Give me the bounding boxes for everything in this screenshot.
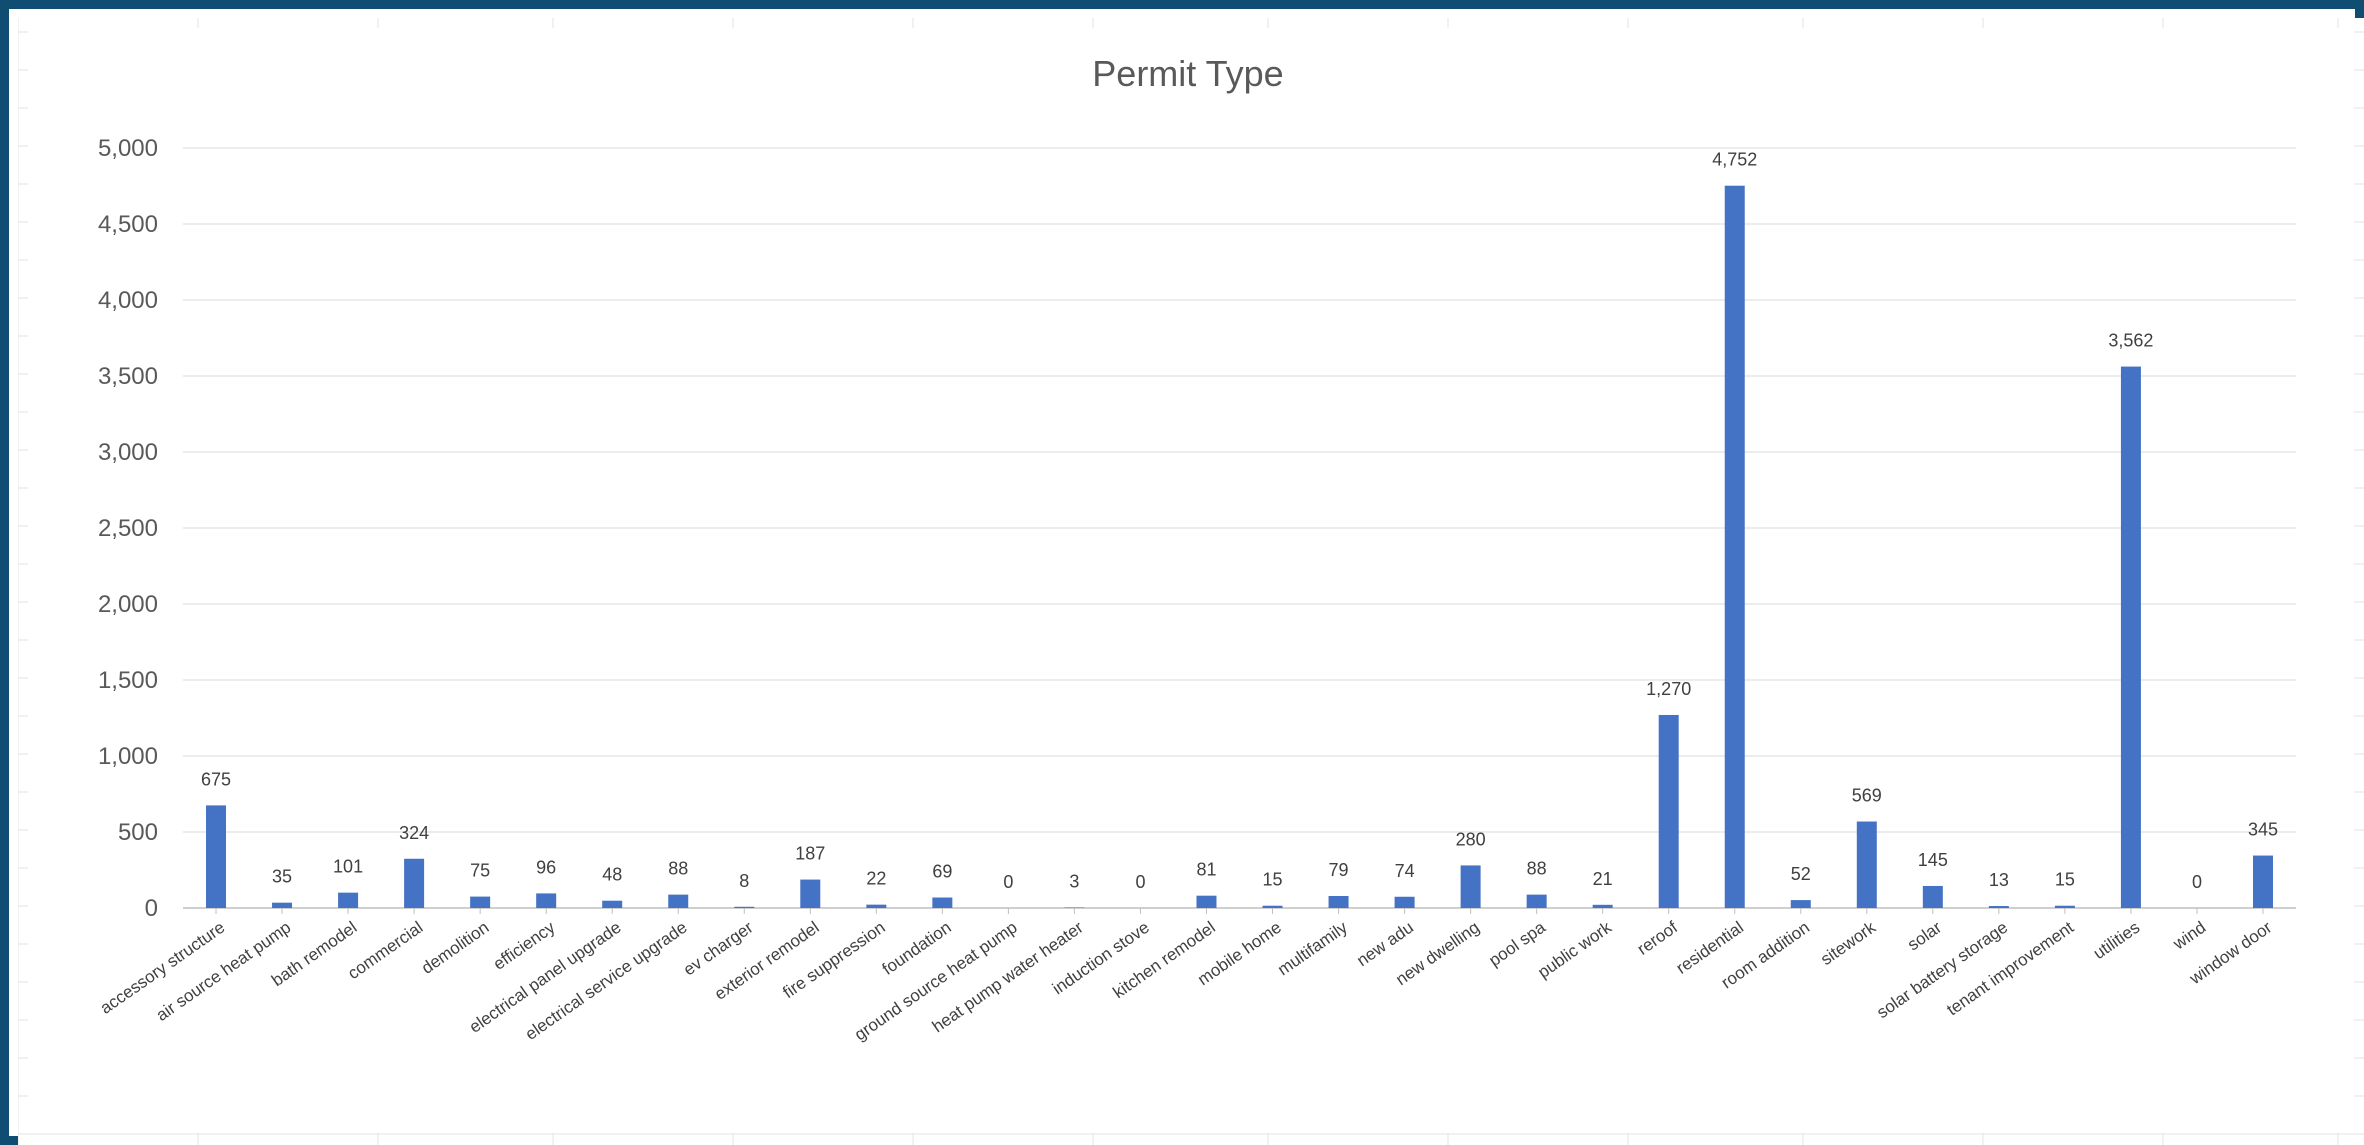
bar: [1856, 821, 1877, 908]
data-label: 0: [1003, 872, 1013, 892]
bar: [800, 879, 821, 908]
bar-chart: Permit Type 0 500 1,000 1,500 2,000 2,500 3,00…: [18, 18, 2364, 1145]
y-tick-label: 3,500: [98, 363, 158, 390]
data-label: 96: [536, 857, 556, 877]
data-label: 21: [1593, 869, 1613, 889]
y-tick-label: 4,500: [98, 211, 158, 238]
data-label: 69: [932, 862, 952, 882]
bar: [2054, 905, 2075, 908]
data-label: 88: [1527, 859, 1547, 879]
bar: [1394, 896, 1415, 908]
data-label: 675: [201, 769, 231, 789]
data-label: 81: [1196, 860, 1216, 880]
y-tick-label: 1,500: [98, 667, 158, 694]
bar: [2252, 855, 2273, 908]
bar: [1460, 865, 1481, 908]
data-label: 88: [668, 859, 688, 879]
y-tick-label: 1,000: [98, 743, 158, 770]
bar: [1988, 906, 2009, 908]
bar: [734, 906, 755, 908]
bar: [1526, 894, 1547, 908]
data-label: 280: [1456, 829, 1486, 849]
data-label: 13: [1989, 870, 2009, 890]
bars: [206, 185, 2273, 909]
data-label: 1,270: [1646, 679, 1691, 699]
chart-title: Permit Type: [1092, 53, 1283, 94]
data-label: 4,752: [1712, 150, 1757, 170]
data-label: 345: [2248, 820, 2278, 840]
bar: [536, 893, 557, 908]
y-tick-label: 2,500: [98, 515, 158, 542]
bar: [1922, 885, 1943, 908]
bar: [1790, 900, 1811, 908]
bar: [470, 896, 491, 908]
bar: [206, 805, 227, 908]
bar: [404, 858, 425, 908]
data-label: 35: [272, 867, 292, 887]
data-label: 101: [333, 857, 363, 877]
data-label: 187: [795, 844, 825, 864]
y-tick-label: 500: [118, 819, 158, 846]
data-label: 0: [1135, 872, 1145, 892]
bar: [1262, 905, 1283, 908]
data-label: 48: [602, 865, 622, 885]
y-tick-label: 2,000: [98, 591, 158, 618]
data-label: 79: [1329, 860, 1349, 880]
bar: [602, 900, 623, 908]
y-tick-label: 3,000: [98, 439, 158, 466]
bar: [932, 897, 953, 908]
bar: [866, 904, 887, 908]
data-label: 75: [470, 861, 490, 881]
data-label: 52: [1791, 864, 1811, 884]
y-tick-label: 0: [145, 895, 158, 922]
data-label: 22: [866, 869, 886, 889]
data-label: 74: [1395, 861, 1415, 881]
data-label: 0: [2192, 872, 2202, 892]
gridlines: [183, 147, 2296, 909]
spreadsheet-cell-grid: [18, 18, 2364, 1145]
bar: [1724, 185, 1745, 909]
bar: [1196, 895, 1217, 908]
bar: [2120, 366, 2141, 908]
y-axis-ticks: 0 500 1,000 1,500 2,000 2,500 3,000 3,500 4,000 4…: [98, 135, 158, 922]
bar: [1658, 714, 1679, 908]
bar: [338, 892, 359, 908]
bar: [668, 894, 689, 908]
y-tick-label: 5,000: [98, 135, 158, 162]
bar: [1328, 895, 1349, 908]
bar: [272, 902, 293, 908]
data-label: 8: [739, 871, 749, 891]
data-label: 15: [1263, 870, 1283, 890]
data-label: 569: [1852, 786, 1882, 806]
data-label: 3,562: [2108, 331, 2153, 351]
chart-area: Permit Type 0 500 1,000 1,500 2,000 2,500 3,00…: [18, 18, 2364, 1145]
data-label: 15: [2055, 870, 2075, 890]
bar: [1592, 904, 1613, 908]
data-label: 324: [399, 823, 429, 843]
y-tick-label: 4,000: [98, 287, 158, 314]
data-label: 145: [1918, 850, 1948, 870]
data-label: 3: [1069, 872, 1079, 892]
